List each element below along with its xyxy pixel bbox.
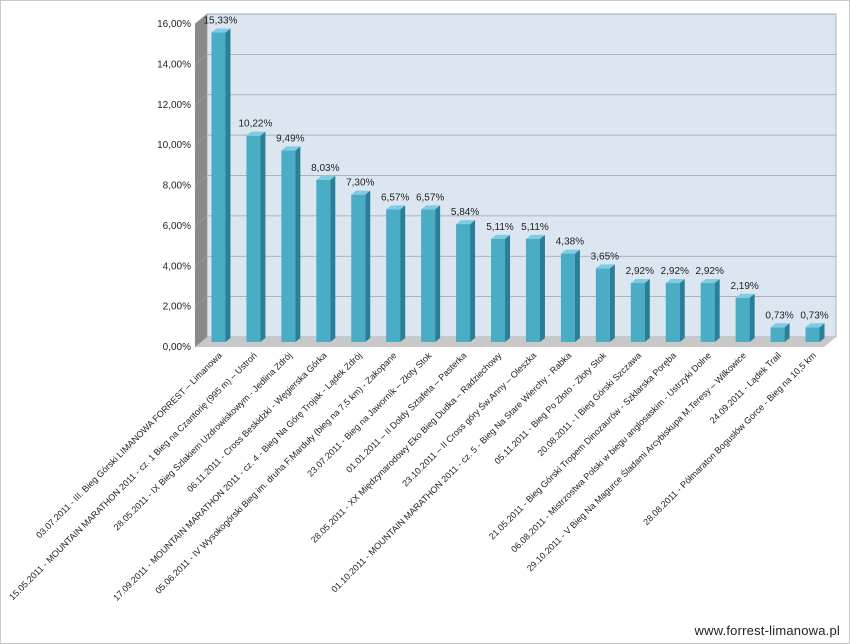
x-category-label: 24.09.2011 - Lądek Trail	[708, 350, 783, 425]
x-category-label: 23.07.2011 - Bieg na Jaworník – Złoty St…	[305, 350, 434, 479]
data-label: 4,38%	[556, 237, 584, 248]
data-label: 2,92%	[696, 266, 724, 277]
x-category-label: 01.01.2011 – II Doldy Sztafeta – Pasterk…	[344, 350, 468, 474]
site-watermark: www.forrest-limanowa.pl	[695, 623, 840, 638]
y-tick-label: 10,00%	[157, 140, 191, 151]
bar	[701, 279, 720, 342]
x-category-label: 15.05.2011 - MOUNTAIN MARATHON 2011 - cz…	[7, 350, 259, 602]
bar-front	[701, 283, 715, 342]
bar-front	[736, 298, 750, 342]
x-category-label: 17.09.2011 - MOUNTAIN MARATHON 2011 - cz…	[111, 350, 363, 602]
bar-side	[470, 220, 475, 342]
bar	[421, 205, 440, 342]
bar-side	[610, 264, 615, 342]
bar-side	[750, 294, 755, 342]
data-label: 3,65%	[591, 251, 619, 262]
bar-front	[281, 150, 295, 342]
bar	[491, 235, 510, 342]
bar-side	[330, 176, 335, 342]
x-category-label: 28.08.2011 - Półmaraton Bogusłów Gorce -…	[641, 350, 818, 527]
bar	[211, 29, 230, 342]
data-label: 5,11%	[521, 222, 549, 233]
bar-side	[295, 146, 300, 342]
data-label: 5,11%	[486, 222, 514, 233]
y-tick-label: 4,00%	[163, 261, 191, 272]
data-label: 6,57%	[381, 192, 409, 203]
bar-front	[771, 327, 785, 342]
data-label: 5,84%	[451, 207, 479, 218]
bar-side	[680, 279, 685, 342]
bar-chart: 0,00% 2,00% 4,00% 6,00% 8,00% 10,00% 12,00% 14,…	[0, 0, 850, 644]
data-label: 8,03%	[311, 163, 339, 174]
bar-front	[526, 239, 540, 342]
bar	[456, 220, 475, 342]
bar-front	[386, 209, 400, 342]
bar-side	[715, 279, 720, 342]
bar-side	[575, 250, 580, 342]
data-label: 10,22%	[238, 119, 272, 130]
bar	[666, 279, 685, 342]
bar	[351, 191, 370, 342]
bar	[736, 294, 755, 342]
data-label: 7,30%	[346, 178, 374, 189]
x-axis-category-labels: 03.07.2011 - III. Bieg Górski LIMANOWA F…	[7, 350, 818, 603]
bar	[596, 264, 615, 342]
y-tick-label: 0,00%	[163, 342, 191, 353]
y-tick-label: 2,00%	[163, 302, 191, 313]
bar	[806, 323, 825, 342]
bar-side	[260, 132, 265, 342]
data-label: 2,92%	[626, 266, 654, 277]
bar	[631, 279, 650, 342]
y-tick-label: 16,00%	[157, 19, 191, 30]
bar-front	[421, 209, 435, 342]
bar	[526, 235, 545, 342]
bar-front	[666, 283, 680, 342]
y-tick-label: 12,00%	[157, 100, 191, 111]
bar-front	[456, 224, 470, 342]
data-label: 0,73%	[800, 310, 828, 321]
bar-front	[351, 195, 365, 342]
bar-front	[491, 239, 505, 342]
bar-front	[596, 268, 610, 342]
data-label: 9,49%	[276, 133, 304, 144]
bar	[561, 250, 580, 342]
bar-front	[631, 283, 645, 342]
bar-side	[505, 235, 510, 342]
bar-side	[540, 235, 545, 342]
y-tick-label: 14,00%	[157, 59, 191, 70]
bar	[316, 176, 335, 342]
data-label: 6,57%	[416, 192, 444, 203]
y-axis-tick-labels: 0,00% 2,00% 4,00% 6,00% 8,00% 10,00% 12,00% 14,…	[157, 19, 191, 353]
bar-front	[561, 254, 575, 342]
bar-front	[246, 136, 260, 342]
bar	[771, 323, 790, 342]
bar	[281, 146, 300, 342]
data-label: 2,92%	[661, 266, 689, 277]
y-tick-label: 8,00%	[163, 181, 191, 192]
bar-front	[316, 180, 330, 342]
bar-side	[435, 205, 440, 342]
bar-side	[400, 205, 405, 342]
data-label: 0,73%	[765, 310, 793, 321]
bar-front	[806, 327, 820, 342]
data-label: 15,33%	[204, 16, 238, 27]
y-tick-label: 6,00%	[163, 221, 191, 232]
x-category-label: 29.10.2011 - V Bieg Na Magurce Śladami A…	[524, 350, 748, 574]
bar	[386, 205, 405, 342]
bar-side	[645, 279, 650, 342]
bar	[246, 132, 265, 342]
bar-side	[225, 29, 230, 342]
data-label: 2,19%	[730, 281, 758, 292]
bar-front	[211, 33, 225, 342]
bar-side	[365, 191, 370, 342]
